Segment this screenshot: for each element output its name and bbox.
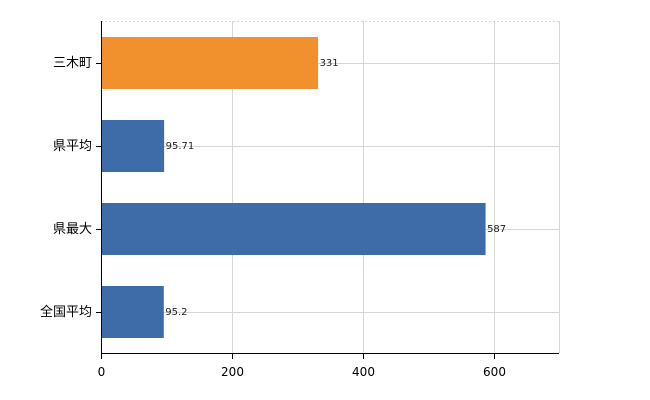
bar-layer	[101, 37, 486, 338]
bar-3	[101, 286, 164, 338]
x-tick-label-3: 600	[483, 365, 506, 379]
bar-1	[101, 120, 165, 172]
data-label-2: 587	[487, 224, 506, 235]
axis-layer	[96, 21, 559, 359]
data-label-1: 95.71	[166, 141, 195, 152]
y-tick-label-1: 県平均	[53, 139, 92, 154]
bar-0	[101, 37, 319, 89]
data-label-3: 95.2	[165, 307, 187, 318]
label-layer: 331 三木町 95.71 県平均 587 県最大 95.2 全国平均 0 200 400 600	[40, 56, 506, 379]
y-tick-label-3: 全国平均	[40, 304, 92, 320]
x-tick-label-1: 200	[221, 365, 244, 379]
y-tick-label-2: 県最大	[53, 222, 92, 237]
x-tick-label-0: 0	[98, 365, 106, 379]
data-label-0: 331	[320, 58, 339, 69]
x-tick-label-2: 400	[352, 365, 375, 379]
bar-2	[101, 203, 486, 255]
y-tick-label-0: 三木町	[53, 56, 92, 71]
